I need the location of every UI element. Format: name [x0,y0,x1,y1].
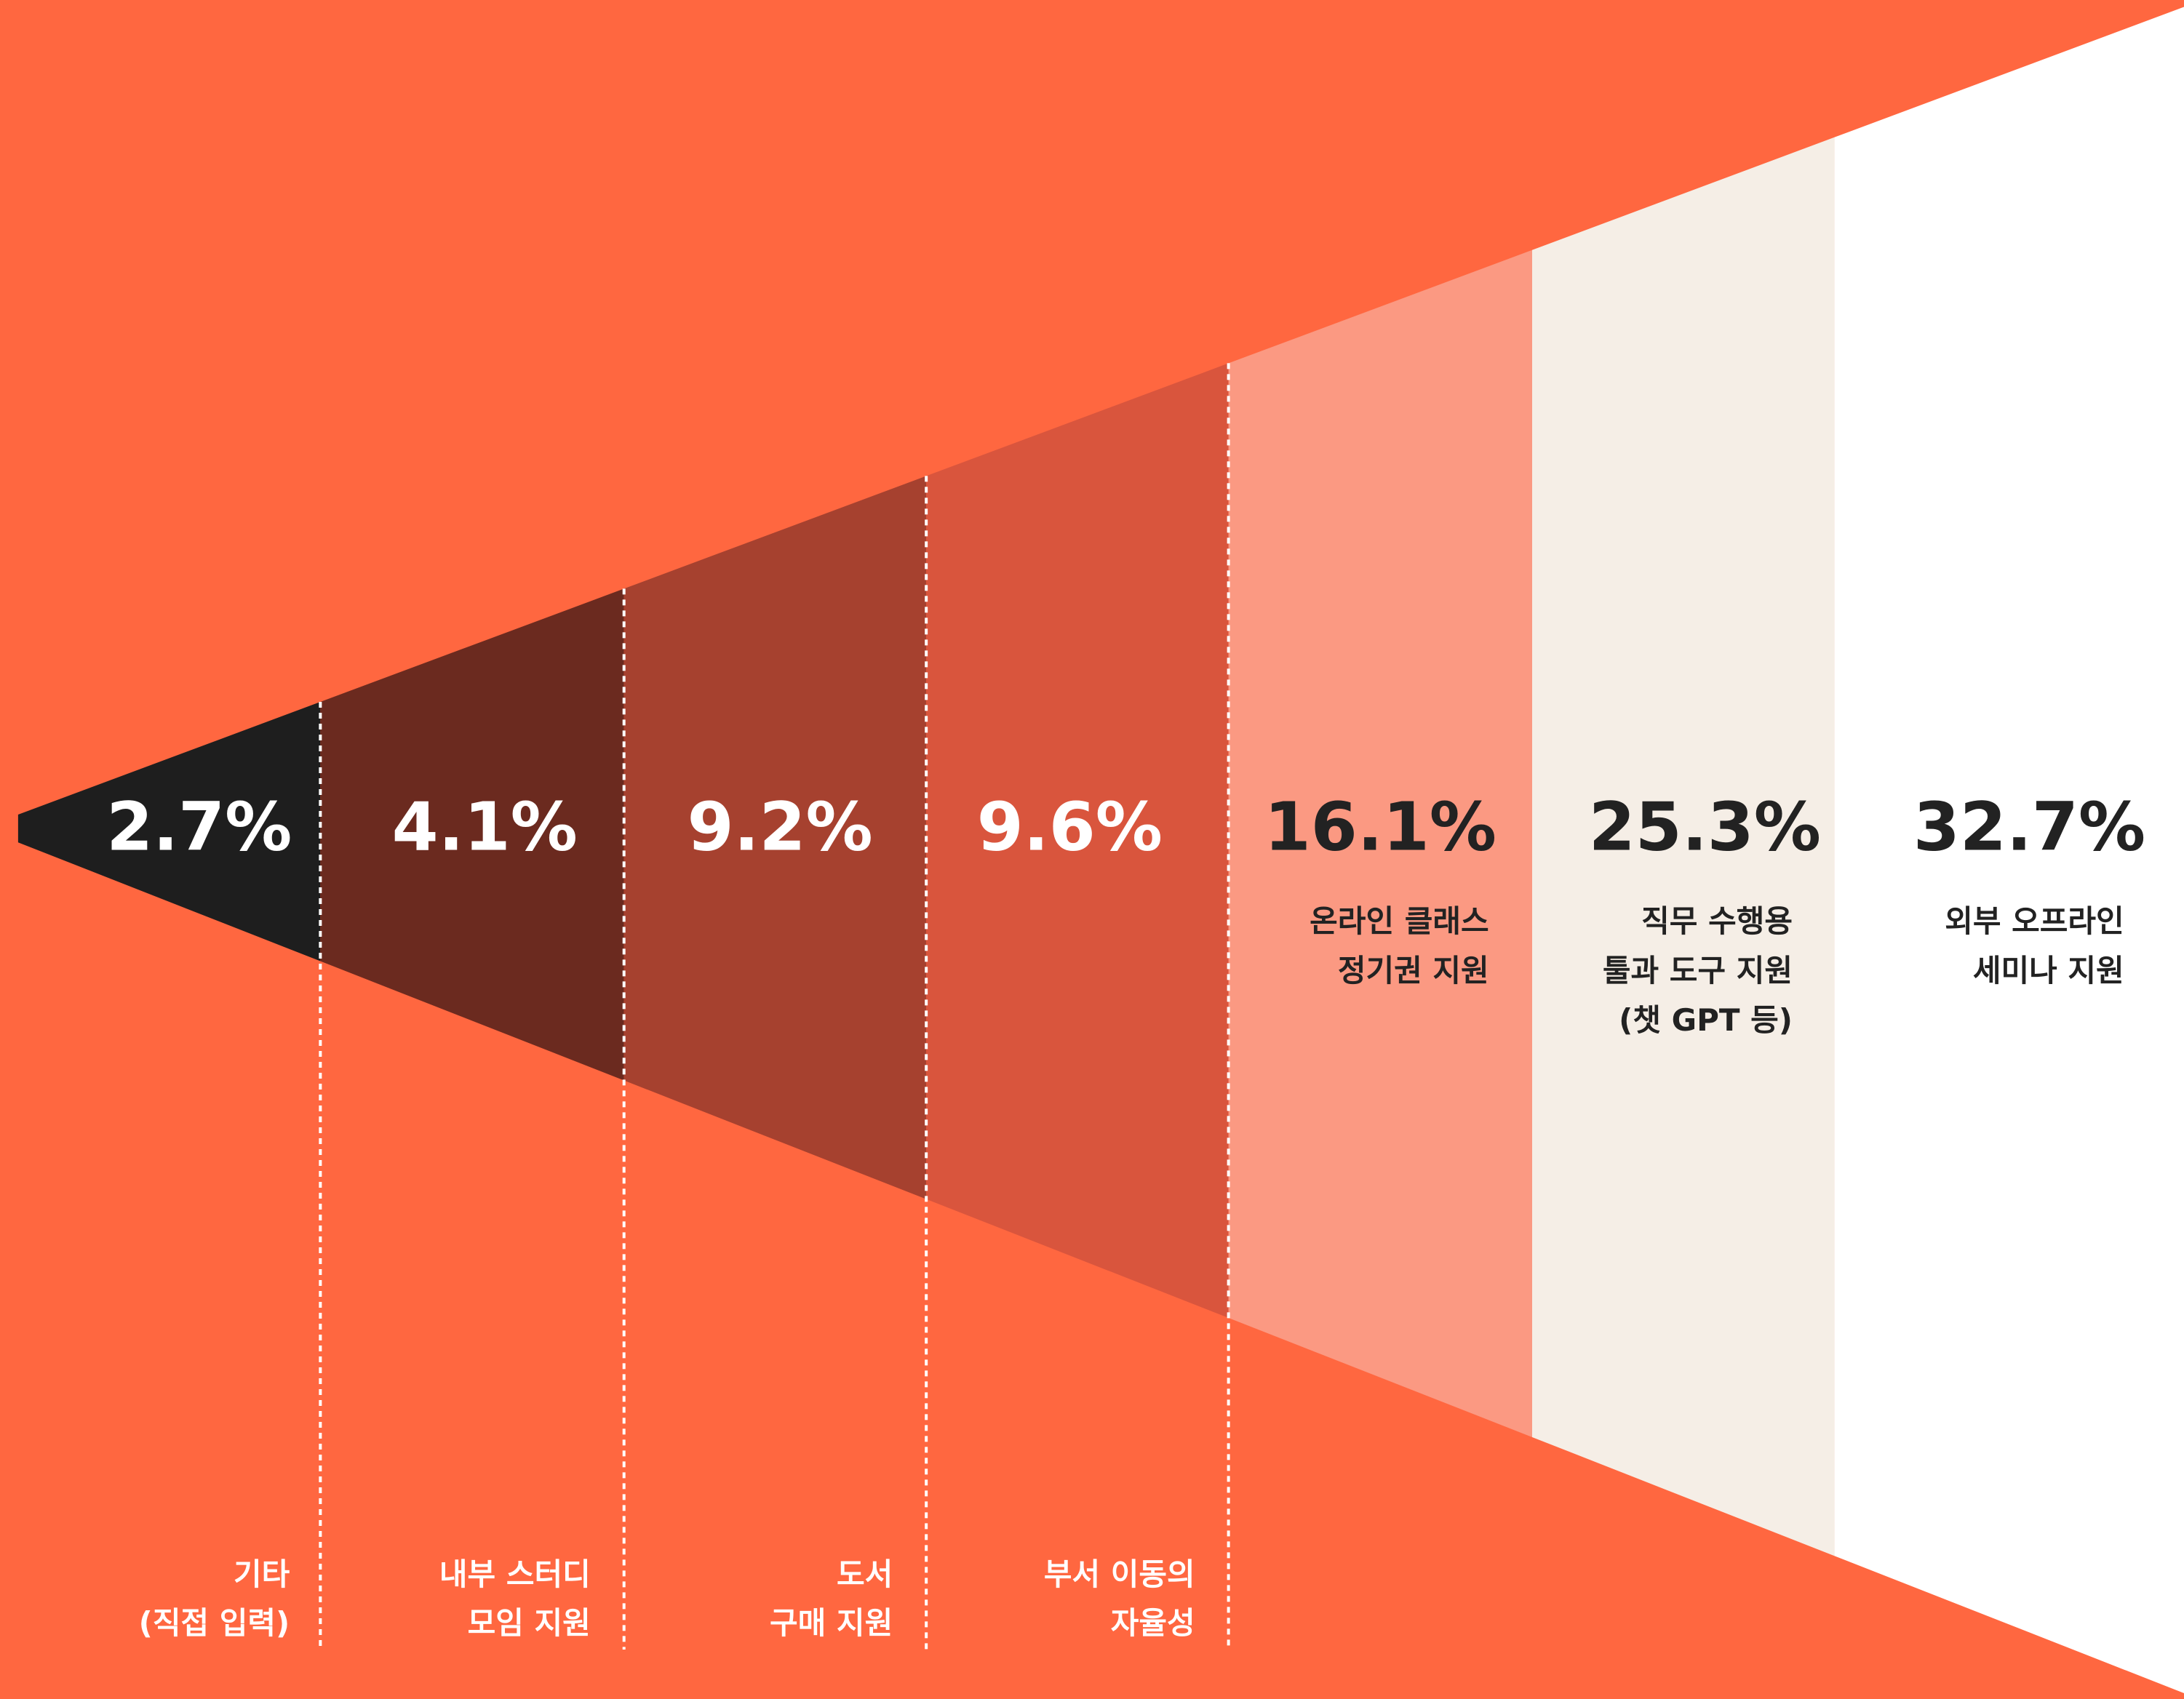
category-label: 기타 [234,1556,290,1592]
segment [1228,249,1532,1437]
segment [320,588,624,1081]
category-label: 구매 지원 [770,1605,893,1641]
category-label: 외부 오프라인 [1945,903,2124,939]
category-label: 부서 이동의 [1044,1556,1195,1592]
segment [623,476,927,1199]
value-label: 32.7% [1913,788,2145,866]
segment [1531,137,1835,1556]
category-label: 모임 지원 [468,1605,591,1641]
category-label: 내부 스터디 [439,1556,591,1592]
category-label: 정기권 지원 [1338,953,1489,988]
category-label: 도서 [837,1556,893,1592]
category-label: 세미나 지원 [1973,953,2124,988]
value-label: 9.6% [977,788,1163,866]
value-label: 16.1% [1264,788,1496,866]
category-label: (챗 GPT 등) [1619,1002,1793,1038]
category-label: 자율성 [1111,1605,1195,1641]
value-label: 2.7% [106,788,292,866]
value-label: 9.2% [688,788,873,866]
category-label: (직접 입력) [139,1605,290,1641]
segment [926,363,1229,1318]
segment [1834,7,2184,1694]
category-label: 툴과 도구 지원 [1603,953,1793,988]
category-label: 온라인 클래스 [1310,903,1488,939]
category-label: 직무 수행용 [1641,903,1793,939]
value-label: 25.3% [1589,788,1821,866]
value-label: 4.1% [392,788,578,866]
segment [17,702,321,962]
